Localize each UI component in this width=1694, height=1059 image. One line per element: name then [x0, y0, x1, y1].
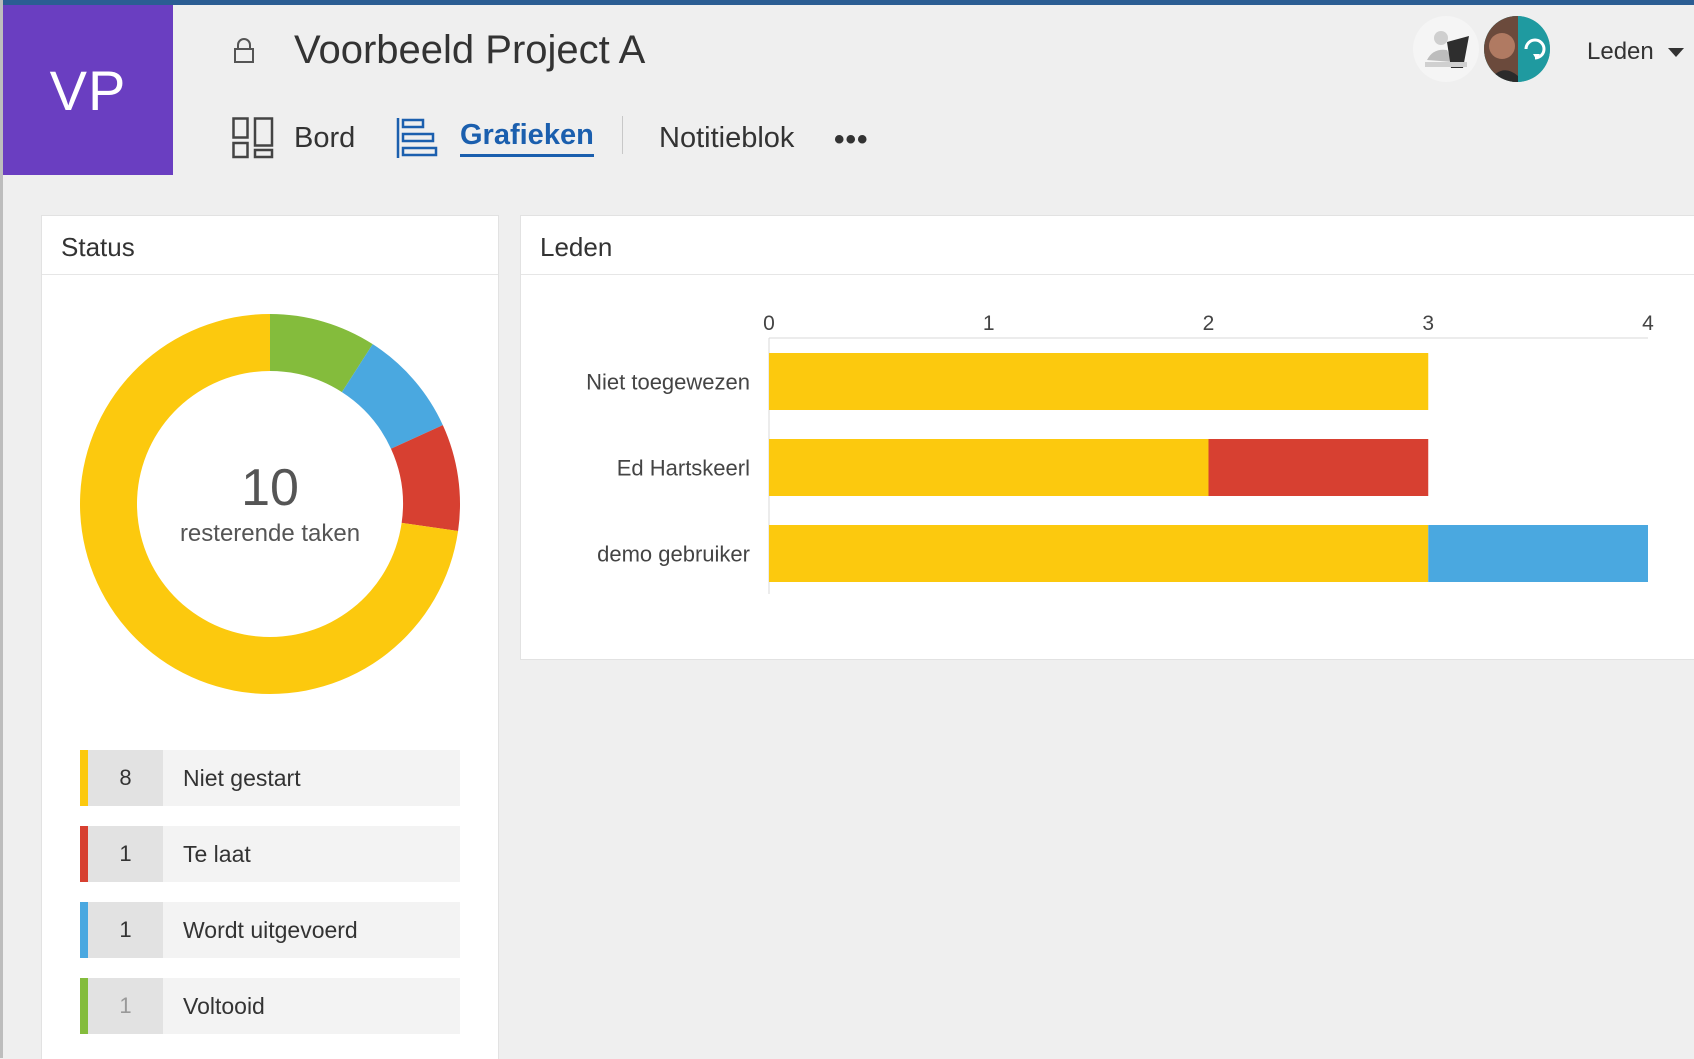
- more-options-button[interactable]: •••: [834, 123, 869, 156]
- tab-charts[interactable]: Grafieken: [396, 110, 594, 166]
- legend-color-swatch: [80, 978, 88, 1034]
- legend-label: Te laat: [163, 826, 460, 882]
- donut-slice-wordt-uitgevoerd[interactable]: [341, 344, 443, 449]
- members-chart-panel: Leden: [520, 215, 1694, 660]
- donut-slice-niet-gestart[interactable]: [80, 314, 459, 694]
- legend-label: Wordt uitgevoerd: [163, 902, 460, 958]
- panel-divider: [521, 274, 1694, 275]
- members-panel-title: Leden: [540, 232, 613, 262]
- legend-color-swatch: [80, 902, 88, 958]
- window-left-border: [0, 0, 3, 1058]
- board-icon: [232, 117, 274, 159]
- legend-label: Voltooid: [163, 978, 460, 1034]
- donut-svg: [80, 314, 460, 694]
- status-panel-title: Status: [61, 232, 135, 262]
- nav-separator: [622, 116, 623, 154]
- legend-count: 1: [88, 978, 163, 1034]
- status-donut-chart: 10 resterende taken: [79, 313, 461, 695]
- project-tile[interactable]: VP: [3, 5, 173, 175]
- status-legend-row[interactable]: 8 Niet gestart: [80, 750, 460, 806]
- chevron-down-icon: [1667, 47, 1684, 57]
- legend-count: 1: [88, 902, 163, 958]
- donut-center: 10 resterende taken: [79, 313, 461, 695]
- status-legend-row[interactable]: 1 Te laat: [80, 826, 460, 882]
- member-avatar-1[interactable]: [1413, 16, 1479, 82]
- donut-slice-te-laat[interactable]: [390, 425, 460, 532]
- tab-charts-label: Grafieken: [460, 119, 594, 157]
- person-at-laptop-icon: [1413, 16, 1479, 82]
- legend-label: Niet gestart: [163, 750, 460, 806]
- members-dropdown[interactable]: Leden: [1587, 38, 1684, 66]
- legend-count: 1: [88, 826, 163, 882]
- legend-color-swatch: [80, 826, 88, 882]
- panel-divider: [42, 274, 498, 275]
- tab-notebook-label: Notitieblok: [659, 121, 795, 154]
- donut-slice-voltooid[interactable]: [270, 314, 373, 393]
- charts-icon: [396, 118, 438, 158]
- window-top-strip: [0, 0, 1694, 5]
- project-title: Voorbeeld Project A: [294, 28, 646, 72]
- member-avatar-2[interactable]: [1484, 16, 1550, 82]
- tab-notebook[interactable]: Notitieblok: [659, 110, 794, 166]
- members-dropdown-label: Leden: [1587, 38, 1654, 65]
- lock-icon: [234, 38, 254, 63]
- legend-color-swatch: [80, 750, 88, 806]
- remaining-task-label: resterende taken: [179, 520, 361, 547]
- legend-count: 8: [88, 750, 163, 806]
- tab-board-label: Bord: [294, 121, 356, 154]
- status-legend-row[interactable]: 1 Voltooid: [80, 978, 460, 1034]
- person-photo-icon: [1484, 16, 1550, 82]
- status-legend-row[interactable]: 1 Wordt uitgevoerd: [80, 902, 460, 958]
- tab-board[interactable]: Bord: [232, 110, 355, 166]
- remaining-task-count: 10: [241, 459, 299, 517]
